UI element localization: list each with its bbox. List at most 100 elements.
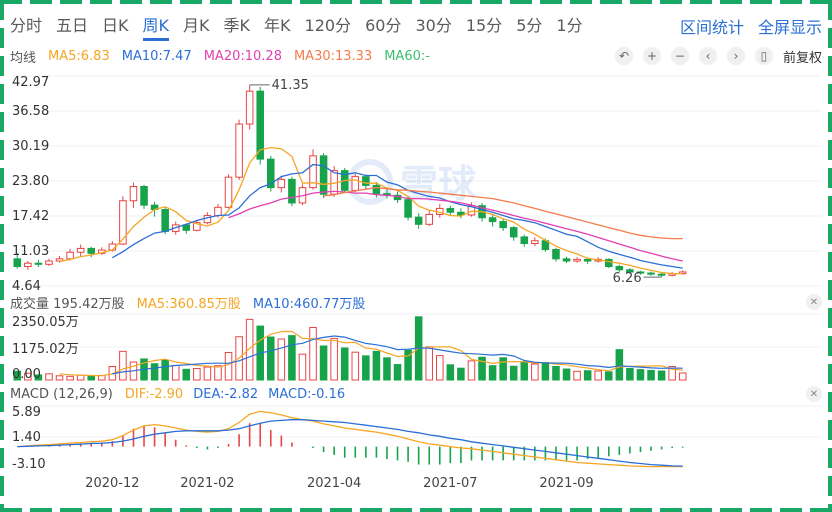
- volume-bar: [309, 326, 317, 381]
- candle-down: [414, 216, 423, 225]
- candle-down: [562, 258, 571, 262]
- candle-up: [436, 207, 444, 215]
- ma5-value: MA5:6.83: [48, 48, 110, 64]
- tab-five-day[interactable]: 五日: [56, 16, 89, 35]
- candle-up: [467, 205, 476, 216]
- range-stats-link[interactable]: 区间统计: [679, 18, 744, 37]
- candle-down: [87, 247, 95, 254]
- candle-up: [193, 222, 201, 231]
- close-volume-icon[interactable]: ✕: [806, 294, 822, 310]
- candle-up: [425, 213, 433, 225]
- date-tick-label: 2021-09: [539, 476, 593, 491]
- volume-bar: [583, 370, 592, 381]
- tab-intraday[interactable]: 分时: [10, 16, 43, 35]
- volume-bar: [214, 365, 222, 381]
- volume-bar: [605, 371, 613, 381]
- zoom-out-icon[interactable]: −: [670, 47, 689, 65]
- candle-down: [288, 178, 296, 204]
- candle-up: [66, 251, 74, 260]
- frame-border-right: [828, 0, 832, 512]
- zoom-in-icon[interactable]: +: [642, 47, 661, 65]
- volume-bar: [235, 336, 243, 381]
- macd-dea-line: [17, 419, 683, 467]
- candle-down: [372, 184, 381, 195]
- volume-bar: [182, 368, 191, 381]
- candle-up: [171, 224, 180, 232]
- ma30-value: MA30:13.33: [293, 48, 373, 64]
- adjust-mode-select[interactable]: 前复权: [782, 50, 822, 66]
- tab-monthly-k[interactable]: 月K: [183, 16, 210, 35]
- candle-up: [235, 123, 243, 178]
- candle-up: [573, 258, 581, 262]
- volume-bar: [129, 361, 138, 381]
- candle-up: [245, 90, 254, 125]
- price-tick-label: 36.58: [12, 104, 49, 119]
- volume-bar: [626, 367, 634, 381]
- candle-down: [626, 269, 634, 273]
- volume-bar: [531, 363, 539, 381]
- tab-5min[interactable]: 5分: [516, 16, 543, 35]
- volume-bar: [34, 374, 43, 381]
- ma30-line: [323, 186, 683, 240]
- volume-bar: [87, 375, 95, 381]
- volume-bar: [436, 355, 444, 381]
- volume-bar: [372, 350, 381, 381]
- candle-up: [330, 170, 338, 195]
- undo-icon[interactable]: ↶: [614, 47, 633, 65]
- frame-border-bottom: [0, 508, 832, 512]
- candle-down: [383, 193, 391, 196]
- candle-down: [404, 199, 412, 218]
- candle-down: [161, 209, 169, 232]
- ma20-value: MA20:10.28: [203, 48, 282, 64]
- volume-bar: [150, 363, 159, 381]
- candle-down: [340, 170, 349, 191]
- volume-bar: [541, 362, 550, 381]
- candle-up: [55, 258, 64, 262]
- volume-bar: [119, 350, 127, 381]
- volume-bar: [351, 351, 360, 381]
- chevron-left-icon[interactable]: ‹: [698, 47, 717, 65]
- fullscreen-link[interactable]: 全屏显示: [757, 18, 822, 37]
- date-tick-label: 2021-07: [423, 476, 477, 491]
- tab-daily-k[interactable]: 日K: [102, 16, 129, 35]
- volume-ma10: MA10:460.77万股: [252, 296, 366, 312]
- macd-value: MACD:-0.16: [268, 386, 346, 402]
- date-tick-label: 2021-04: [307, 476, 361, 491]
- volume-bar: [668, 366, 676, 381]
- volume-bar: [45, 373, 53, 381]
- tab-weekly-k[interactable]: 周K: [142, 12, 170, 41]
- tab-1min[interactable]: 1分: [556, 16, 583, 35]
- candle-up: [531, 240, 539, 244]
- candle-down: [552, 249, 560, 260]
- candle-down: [393, 194, 402, 201]
- tab-15min[interactable]: 15分: [465, 16, 503, 35]
- volume-bar: [499, 357, 507, 381]
- tab-30min[interactable]: 30分: [415, 16, 452, 35]
- tab-yearly-k[interactable]: 年K: [264, 16, 291, 35]
- candle-down: [267, 158, 275, 189]
- candle-up: [351, 176, 360, 191]
- candle-up: [24, 262, 32, 267]
- snowball-logo-icon: [347, 159, 393, 205]
- tab-120min[interactable]: 120分: [304, 16, 352, 35]
- volume-bar: [24, 372, 32, 381]
- tab-60min[interactable]: 60分: [365, 16, 402, 35]
- candle-up: [309, 155, 317, 189]
- ma-label[interactable]: 均线: [10, 50, 37, 66]
- volume-bar: [224, 351, 233, 381]
- chevron-right-icon[interactable]: ›: [726, 47, 745, 65]
- watermark-text: 雪球: [400, 162, 477, 206]
- volume-bar: [362, 355, 370, 381]
- volume-ma10-line: [112, 335, 683, 375]
- volume-bar: [562, 368, 571, 381]
- candle-down: [647, 272, 655, 275]
- candle-down: [657, 273, 666, 276]
- ma-legend-bar: 均线 MA5:6.83 MA10:7.47 MA20:10.28 MA30:13…: [10, 46, 822, 66]
- volume-tick-label: 2350.05万: [12, 315, 79, 330]
- candle-style-icon[interactable]: ▯: [754, 47, 773, 65]
- volume-bar: [203, 366, 212, 381]
- tab-quarterly-k[interactable]: 季K: [223, 16, 251, 35]
- volume-bar: [509, 365, 518, 381]
- close-macd-icon[interactable]: ✕: [806, 386, 822, 402]
